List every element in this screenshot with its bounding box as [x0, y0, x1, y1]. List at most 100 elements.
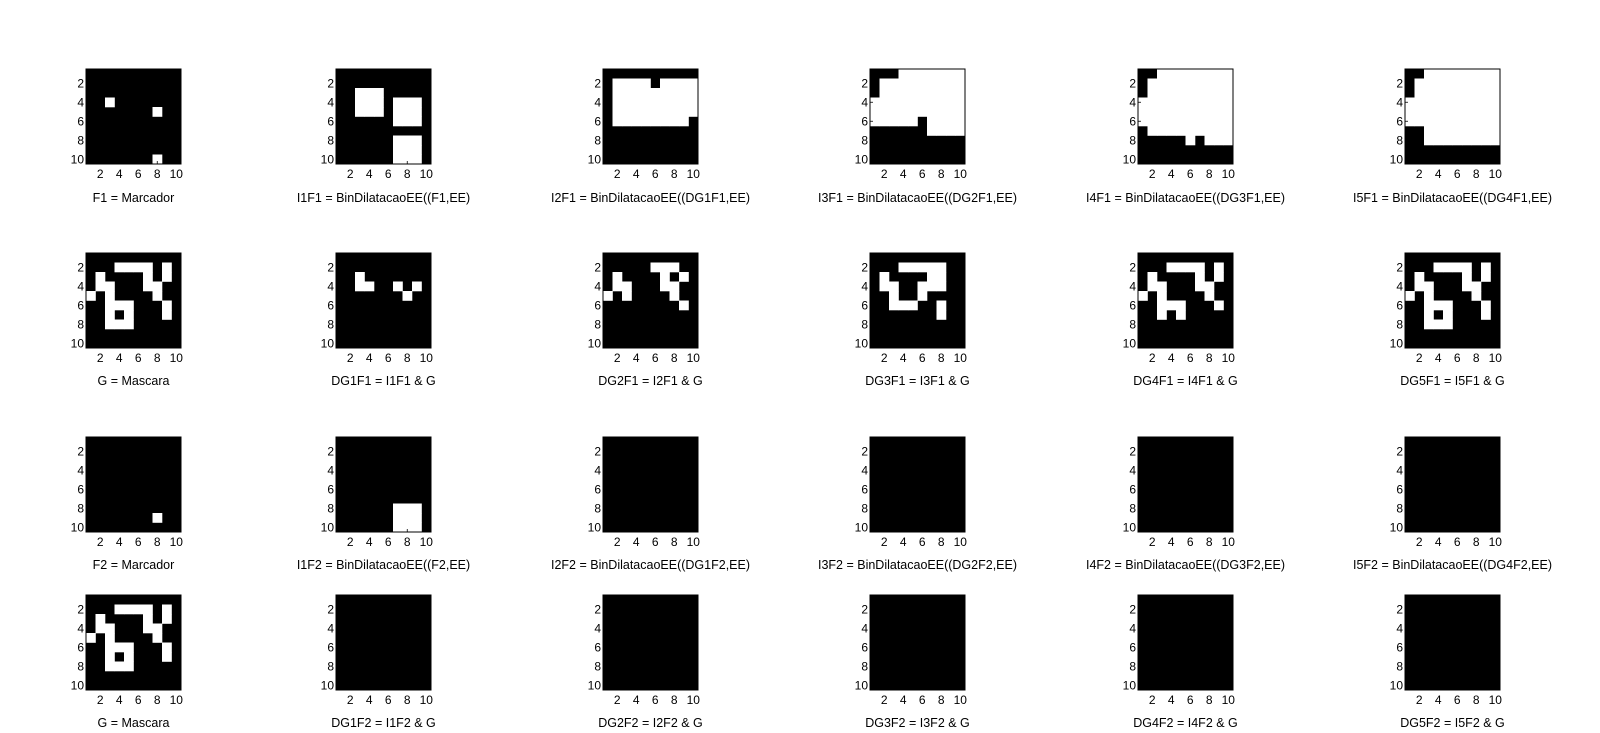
white-pixel — [1223, 88, 1234, 98]
white-pixel — [124, 300, 134, 311]
white-pixel — [622, 116, 632, 127]
white-pixel — [1185, 262, 1196, 273]
white-pixel — [105, 300, 115, 311]
white-pixel — [1471, 78, 1482, 89]
x-tick-label: 6 — [135, 167, 142, 181]
white-pixel — [1157, 107, 1167, 117]
x-tick-label: 4 — [1168, 693, 1175, 707]
white-pixel — [1481, 272, 1491, 282]
white-pixel — [105, 652, 115, 662]
white-pixel — [1223, 107, 1234, 117]
x-tick-label: 10 — [170, 535, 184, 549]
white-pixel — [936, 69, 947, 79]
white-pixel — [374, 107, 384, 117]
white-pixel — [1433, 319, 1444, 330]
white-pixel — [124, 262, 134, 273]
white-pixel — [1405, 97, 1415, 108]
y-tick-label: 4 — [1129, 463, 1136, 477]
x-tick-label: 8 — [671, 351, 678, 365]
x-tick-label: 10 — [1222, 351, 1236, 365]
panel-caption: G = Mascara — [98, 374, 170, 388]
white-pixel — [1138, 107, 1148, 117]
axes-frame — [869, 252, 966, 349]
white-pixel — [1490, 126, 1501, 136]
x-tick-label: 8 — [1473, 535, 1480, 549]
x-tick-label: 8 — [404, 535, 411, 549]
x-tick-label: 2 — [614, 535, 621, 549]
white-pixel — [1443, 78, 1453, 89]
x-tick-label: 8 — [404, 167, 411, 181]
x-tick-label: 10 — [954, 693, 968, 707]
x-tick-label: 4 — [900, 351, 907, 365]
white-pixel — [603, 291, 613, 301]
white-pixel — [1424, 116, 1434, 127]
white-pixel — [1176, 69, 1186, 79]
axes-frame — [335, 436, 432, 533]
white-pixel — [402, 97, 413, 108]
white-pixel — [1471, 88, 1482, 98]
white-pixel — [1147, 281, 1158, 292]
x-tick-label: 2 — [1416, 693, 1423, 707]
white-pixel — [1481, 69, 1491, 79]
white-pixel — [1214, 116, 1224, 127]
white-pixel — [1471, 69, 1482, 79]
x-tick-label: 6 — [1187, 535, 1194, 549]
white-pixel — [364, 281, 375, 292]
white-pixel — [143, 281, 153, 292]
white-pixel — [162, 262, 172, 273]
white-pixel — [1138, 291, 1148, 301]
white-pixel — [1166, 78, 1177, 89]
white-pixel — [1433, 69, 1444, 79]
x-tick-label: 8 — [671, 535, 678, 549]
axes-frame — [1137, 436, 1234, 533]
white-pixel — [402, 503, 413, 514]
y-tick-label: 10 — [588, 678, 602, 692]
white-pixel — [669, 281, 680, 292]
white-pixel — [1424, 310, 1434, 320]
axes-frame — [602, 436, 699, 533]
white-pixel — [393, 107, 403, 117]
white-pixel — [1214, 135, 1224, 146]
white-pixel — [1223, 97, 1234, 108]
white-pixel — [936, 262, 947, 273]
white-pixel — [1147, 272, 1158, 282]
y-tick-label: 4 — [594, 463, 601, 477]
x-tick-label: 4 — [366, 535, 373, 549]
x-tick-label: 8 — [938, 535, 945, 549]
white-pixel — [1424, 300, 1434, 311]
white-pixel — [946, 69, 956, 79]
x-tick-label: 4 — [1435, 693, 1442, 707]
panel-caption: DG3F1 = I3F1 & G — [865, 374, 970, 388]
white-pixel — [1214, 262, 1224, 273]
white-pixel — [143, 272, 153, 282]
white-pixel — [412, 116, 422, 127]
panel-caption: I3F1 = BinDilatacaoEE((DG2F1,EE) — [818, 191, 1017, 205]
x-tick-label: 10 — [1489, 693, 1503, 707]
white-pixel — [1452, 69, 1463, 79]
white-pixel — [1147, 116, 1158, 127]
white-pixel — [1176, 107, 1186, 117]
x-tick-label: 2 — [881, 693, 888, 707]
x-tick-label: 8 — [154, 693, 161, 707]
white-pixel — [641, 78, 651, 89]
y-tick-label: 4 — [861, 95, 868, 109]
y-tick-label: 4 — [327, 279, 334, 293]
white-pixel — [1405, 116, 1415, 127]
white-pixel — [936, 78, 947, 89]
x-tick-label: 6 — [1454, 167, 1461, 181]
y-tick-label: 8 — [1129, 659, 1136, 673]
x-tick-label: 10 — [687, 351, 701, 365]
white-pixel — [412, 513, 422, 523]
panel-caption: I5F1 = BinDilatacaoEE((DG4F1,EE) — [1353, 191, 1552, 205]
x-tick-label: 4 — [900, 167, 907, 181]
white-pixel — [898, 300, 909, 311]
white-pixel — [1204, 78, 1215, 89]
white-pixel — [133, 604, 144, 615]
white-pixel — [898, 69, 909, 79]
y-tick-label: 8 — [594, 317, 601, 331]
white-pixel — [669, 97, 680, 108]
image-background — [86, 437, 181, 532]
y-tick-label: 10 — [855, 520, 869, 534]
